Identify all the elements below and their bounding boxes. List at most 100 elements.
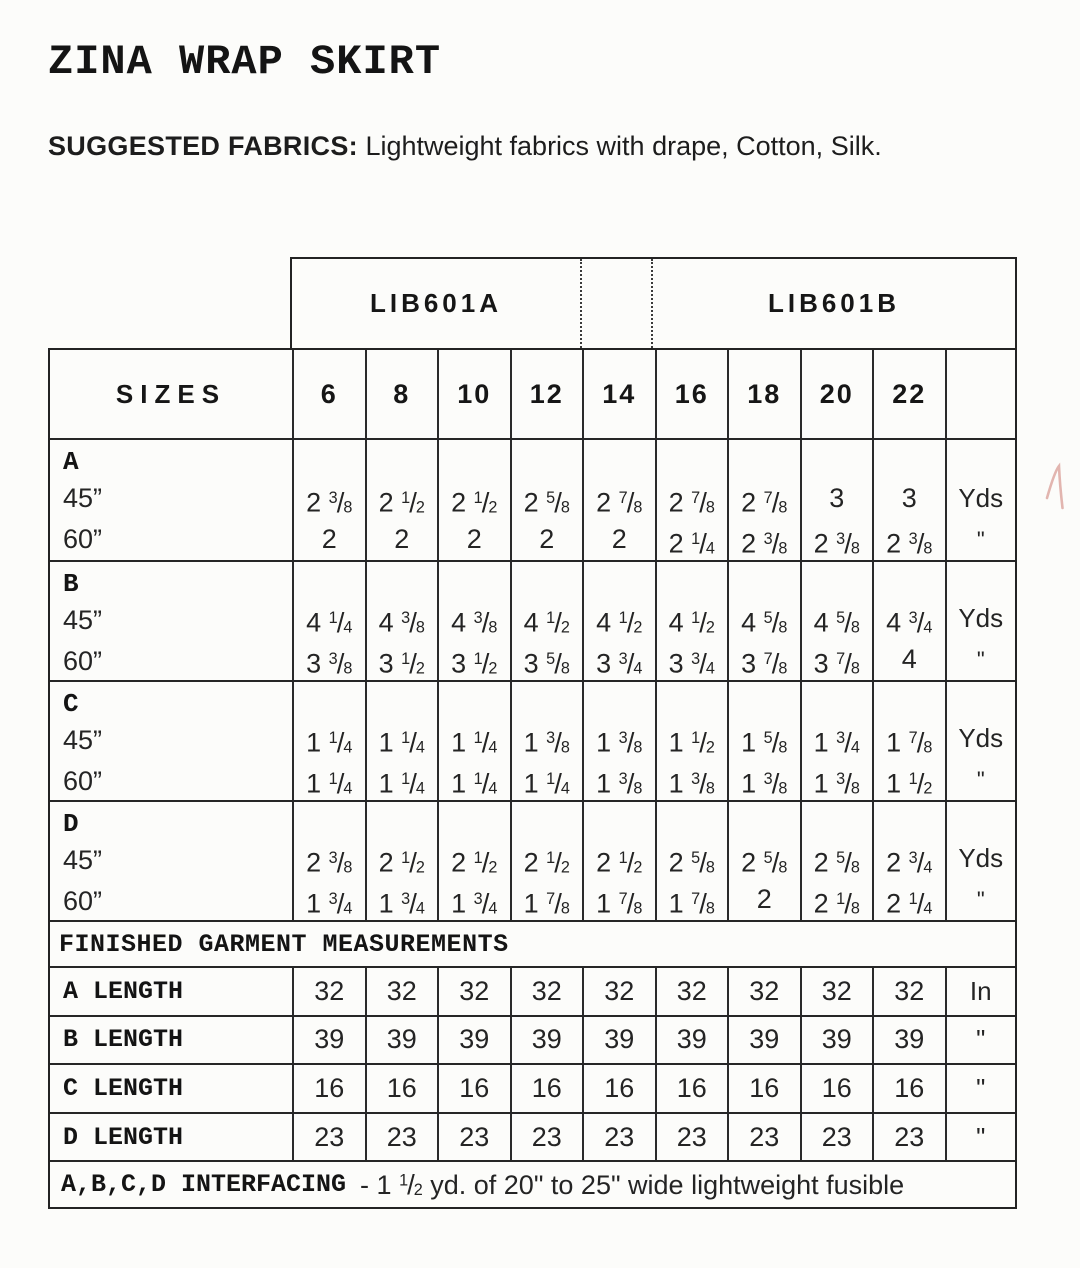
yardage-60-value: 3 3/4	[668, 647, 715, 679]
yardage-cell: 1 5/8 1 3/8	[727, 682, 800, 801]
yardage-cell: 2 1/2 2	[437, 440, 510, 561]
yardage-cell: 4 5/8 3 7/8	[727, 562, 800, 681]
yardage-60-value: 1 7/8	[668, 887, 715, 919]
section-letter: B	[63, 569, 79, 600]
yardage-cell: 1 3/8 1 3/8	[582, 682, 655, 801]
yardage-60-value: 1 7/8	[596, 887, 643, 919]
unit-cell: Yds "	[944, 682, 1016, 801]
length-row-label: A LENGTH	[63, 976, 184, 1006]
length-unit: "	[944, 1065, 1016, 1112]
yardage-60-value: 1 1/4	[378, 767, 425, 799]
length-value: 39	[799, 1016, 873, 1064]
yardage-60-value: 1 1/2	[886, 767, 933, 799]
yardage-cell: 1 1/4 1 1/4	[292, 682, 365, 801]
yardage-45-value: 2 1/2	[378, 846, 425, 878]
yardage-60-value: 1 3/4	[378, 887, 425, 919]
length-row: C LENGTH 16 16 16 16 16 16 16 16 16 "	[50, 1063, 1015, 1112]
yardage-60-value: 3 7/8	[813, 647, 860, 679]
yardage-60-value: 3 3/4	[596, 647, 643, 679]
yardage-45-value: 2 3/8	[306, 486, 353, 518]
view-b-label: LIB601B	[767, 288, 901, 318]
length-value: 23	[364, 1113, 438, 1161]
length-row: B LENGTH 39 39 39 39 39 39 39 39 39 "	[50, 1014, 1015, 1064]
yardage-45-value: 1 1/4	[378, 726, 425, 758]
yardage-cell: 4 1/2 3 3/4	[582, 562, 655, 681]
length-value: 16	[799, 1065, 873, 1112]
yardage-60-value: 3 1/2	[378, 647, 425, 679]
length-value: 32	[799, 967, 873, 1015]
yardage-cell: 4 3/8 3 1/2	[364, 562, 438, 681]
yardage-45-value: 4 5/8	[741, 606, 788, 638]
size-col-header: 6	[292, 350, 365, 439]
yardage-section-c: C 45” 60” 1 1/4 1 1/4 1 1/4 1 1/4 1 1/4 1 1/4 1 3…	[50, 680, 1016, 801]
length-value: 16	[437, 1065, 510, 1112]
yardage-cell: 3 2 3/8	[872, 440, 945, 561]
fabric-width-60-label: 60”	[63, 886, 103, 917]
yardage-45-value: 1 1/4	[451, 726, 498, 758]
section-label-cell: D 45” 60”	[50, 802, 292, 920]
fabric-width-45-label: 45”	[63, 725, 103, 756]
yardage-45-value: 3	[901, 483, 917, 514]
page-title: ZINA WRAP SKIRT	[48, 38, 442, 86]
size-col-header: 12	[509, 350, 583, 439]
length-value: 16	[509, 1065, 583, 1112]
size-col-header: 8	[364, 350, 438, 439]
view-divider-column	[580, 259, 653, 348]
yardage-45-value: 1 3/8	[523, 726, 570, 758]
length-value: 16	[582, 1065, 655, 1112]
section-label-cell: A 45” 60”	[50, 440, 292, 560]
yardage-60-value: 1 3/4	[306, 887, 353, 919]
unit-yds-label: Yds	[958, 723, 1004, 754]
yardage-45-value: 2 7/8	[596, 486, 643, 518]
yardage-45-value: 4 1/2	[668, 606, 715, 638]
length-value: 32	[364, 967, 438, 1015]
yardage-45-value: 2 5/8	[813, 846, 860, 878]
length-value: 39	[654, 1016, 728, 1064]
interfacing-note: - 1 1/2 yd. of 20" to 25" wide lightweig…	[360, 1168, 905, 1200]
length-value: 23	[582, 1113, 655, 1161]
length-value: 39	[364, 1016, 438, 1064]
yardage-60-value: 4	[901, 644, 917, 675]
length-unit: "	[944, 1113, 1016, 1161]
yardage-45-value: 4 1/2	[596, 606, 643, 638]
yardage-60-value: 1 3/8	[596, 767, 643, 799]
section-letter: A	[63, 447, 79, 478]
yardage-60-value: 2 1/8	[813, 887, 860, 919]
length-row-label: C LENGTH	[63, 1073, 184, 1103]
yardage-cell: 2 3/4 2 1/4	[872, 802, 945, 921]
size-col-header: 20	[799, 350, 873, 439]
unit-ditto-mark: "	[976, 887, 985, 913]
yardage-45-value: 3	[829, 483, 845, 514]
length-value: 32	[509, 967, 583, 1015]
length-value: 32	[582, 967, 655, 1015]
suggested-fabrics-text: Lightweight fabrics with drape, Cotton, …	[357, 131, 882, 161]
length-value: 16	[727, 1065, 800, 1112]
yardage-60-value: 2	[321, 524, 337, 555]
section-letter: D	[63, 809, 79, 840]
yardage-cell: 1 3/8 1 1/4	[509, 682, 583, 801]
size-col-header: 18	[727, 350, 800, 439]
yardage-cell: 2 7/8 2 1/4	[654, 440, 728, 561]
yardage-cell: 2 5/8 2	[727, 802, 800, 921]
size-col-header: 10	[437, 350, 510, 439]
yardage-60-value: 2 3/8	[741, 527, 788, 559]
yardage-60-value: 3 3/8	[306, 647, 353, 679]
yardage-cell: 1 3/4 1 3/8	[799, 682, 873, 801]
yardage-60-value: 1 7/8	[523, 887, 570, 919]
yardage-cell: 2 1/2 1 3/4	[437, 802, 510, 921]
yardage-45-value: 4 5/8	[813, 606, 860, 638]
length-value: 23	[799, 1113, 873, 1161]
yardage-60-value: 2	[539, 524, 555, 555]
length-value: 16	[292, 1065, 365, 1112]
yardage-45-value: 2 1/2	[451, 486, 498, 518]
unit-col-header	[944, 350, 1016, 439]
yardage-60-value: 2	[394, 524, 410, 555]
yardage-45-value: 2 3/4	[886, 846, 933, 878]
yardage-45-value: 2 5/8	[668, 846, 715, 878]
yardage-45-value: 2 1/2	[596, 846, 643, 878]
yardage-45-value: 2 5/8	[741, 846, 788, 878]
yardage-60-value: 1 1/4	[451, 767, 498, 799]
length-value: 32	[872, 967, 945, 1015]
length-value: 39	[509, 1016, 583, 1064]
unit-ditto-mark: "	[976, 527, 985, 553]
